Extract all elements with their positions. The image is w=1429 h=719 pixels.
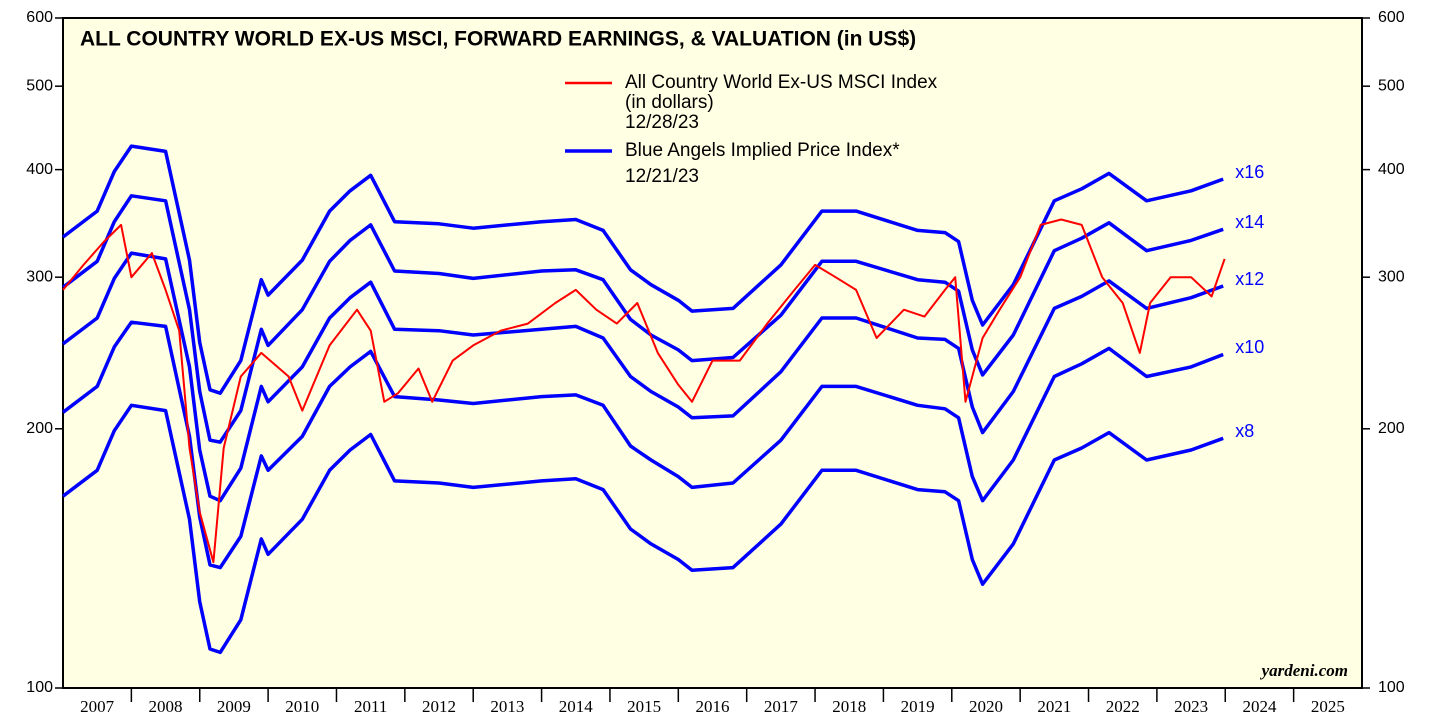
- y2-tick-label: 400: [1378, 161, 1405, 178]
- legend-label: All Country World Ex-US MSCI Index: [625, 72, 938, 93]
- y2-tick-label: 300: [1378, 268, 1405, 285]
- x-tick-label: 2017: [764, 697, 799, 716]
- x-tick-label: 2019: [901, 697, 935, 716]
- y-tick-label: 400: [26, 161, 53, 178]
- series-line: [61, 403, 1224, 655]
- legend-note: (in dollars): [625, 92, 714, 113]
- y2-tick-label: 100: [1378, 679, 1405, 696]
- y-tick-label: 600: [26, 9, 53, 26]
- x-tick-label: 2009: [217, 697, 251, 716]
- y-tick-label: 300: [26, 268, 53, 285]
- y-tick-label: 500: [26, 77, 53, 94]
- series-line: [61, 320, 1224, 570]
- x-tick-label: 2021: [1037, 697, 1071, 716]
- x-tick-label: 2020: [969, 697, 1003, 716]
- series-line: [61, 194, 1224, 444]
- band-label: x14: [1235, 212, 1264, 232]
- band-label: x8: [1235, 421, 1254, 441]
- y2-tick-label: 200: [1378, 420, 1405, 437]
- series-line: [62, 218, 1226, 564]
- band-label: x10: [1235, 337, 1264, 357]
- x-tick-label: 2010: [285, 697, 319, 716]
- y-tick-label: 100: [26, 679, 53, 696]
- x-tick-label: 2015: [627, 697, 661, 716]
- x-tick-label: 2012: [422, 697, 456, 716]
- y2-tick-label: 500: [1378, 77, 1405, 94]
- source: yardeni.com: [1260, 661, 1348, 680]
- x-tick-label: 2008: [149, 697, 183, 716]
- chart-title: ALL COUNTRY WORLD EX-US MSCI, FORWARD EA…: [80, 28, 916, 51]
- legend-note: 12/28/23: [625, 112, 699, 133]
- x-tick-label: 2016: [696, 697, 730, 716]
- band-label: x12: [1235, 269, 1264, 289]
- x-tick-label: 2022: [1106, 697, 1140, 716]
- x-tick-label: 2025: [1311, 697, 1345, 716]
- y2-tick-label: 600: [1378, 9, 1405, 26]
- x-tick-label: 2018: [832, 697, 866, 716]
- x-tick-label: 2023: [1174, 697, 1208, 716]
- x-tick-label: 2014: [559, 697, 594, 716]
- y-tick-label: 200: [26, 420, 53, 437]
- x-tick-label: 2024: [1242, 697, 1277, 716]
- legend-note: 12/21/23: [625, 166, 699, 187]
- series-line: [61, 144, 1224, 395]
- plot-area: [62, 17, 1363, 689]
- series-line: [61, 251, 1224, 503]
- x-tick-label: 2007: [80, 697, 115, 716]
- legend-label: Blue Angels Implied Price Index*: [625, 140, 900, 161]
- band-label: x16: [1235, 162, 1264, 182]
- x-tick-label: 2013: [490, 697, 524, 716]
- x-tick-label: 2011: [354, 697, 387, 716]
